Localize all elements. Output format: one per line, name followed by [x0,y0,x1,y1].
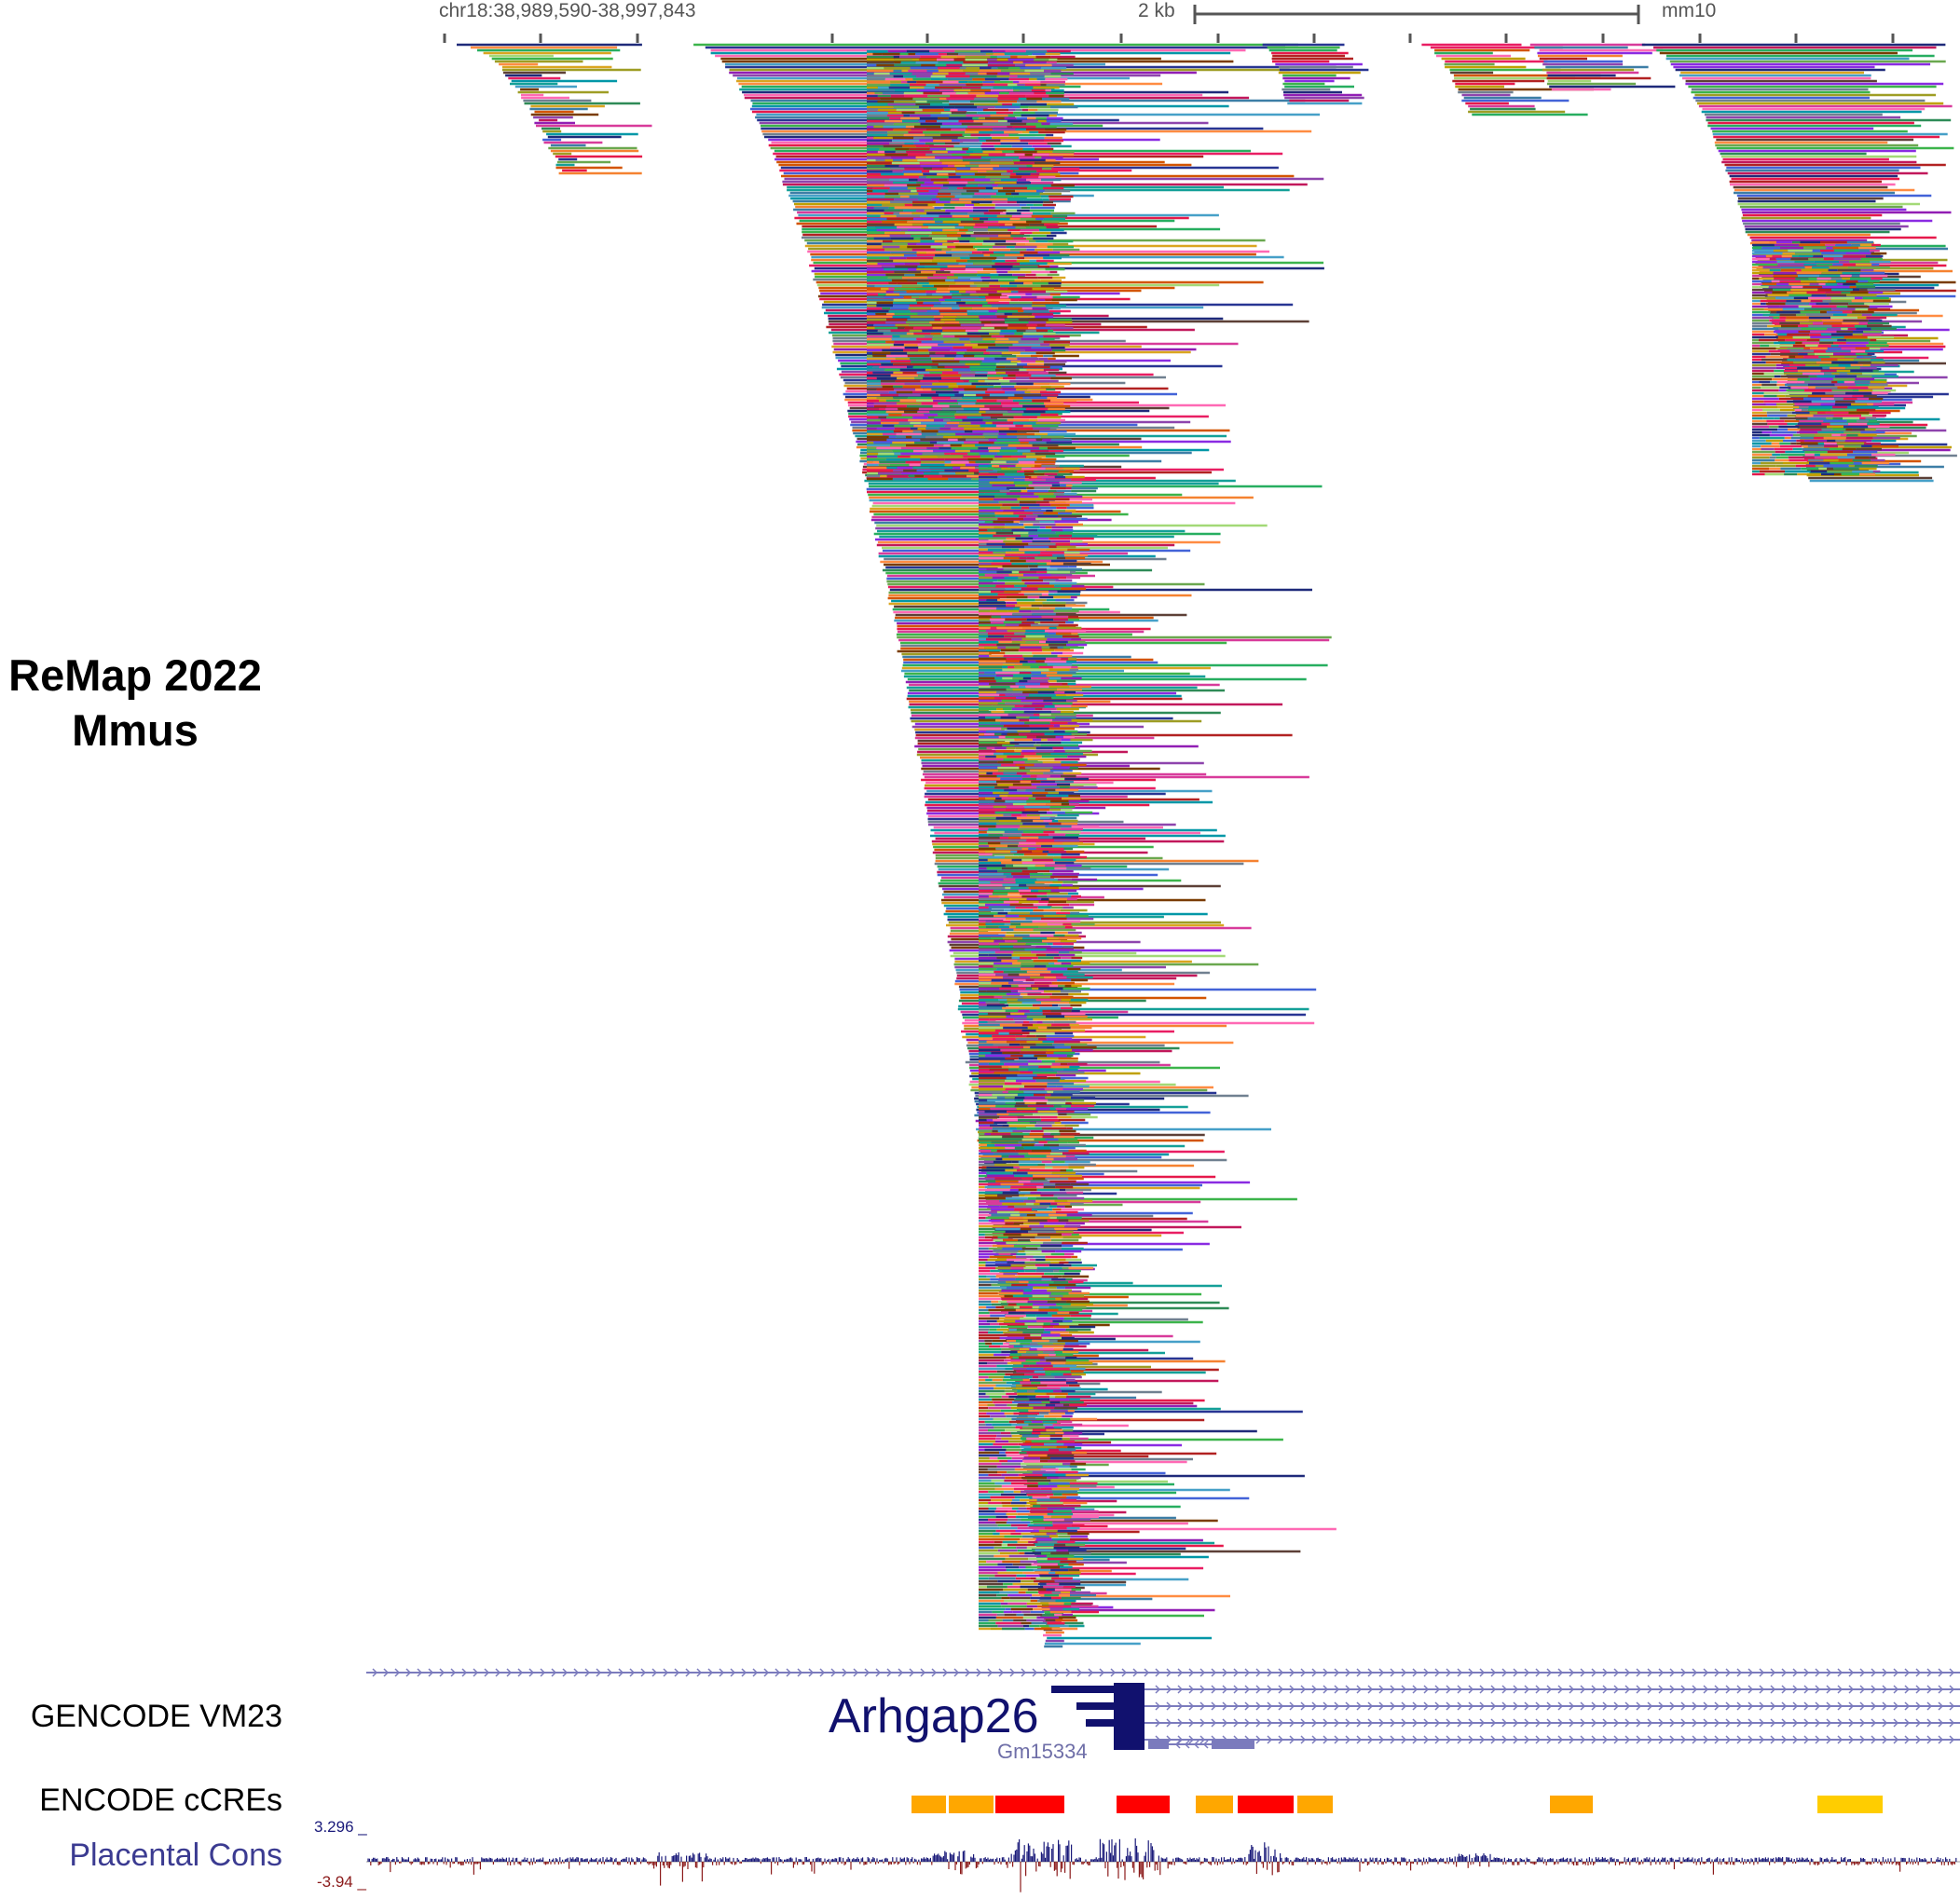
cons-min-text: -3.94 [317,1873,353,1891]
cons-max-value: 3.296 _ [314,1818,367,1836]
remap-track-label[interactable]: ReMap 2022 Mmus [0,648,270,758]
encode-track-label[interactable]: ENCODE cCREs [39,1783,282,1818]
gencode-track-label[interactable]: GENCODE VM23 [30,1699,282,1734]
assembly-label: mm10 [1662,0,1717,21]
ccre-enhancer-proximal[interactable] [1297,1796,1333,1813]
encode-ccre-features [911,1796,1883,1813]
cons-track-label[interactable]: Placental Cons [69,1838,282,1873]
ccre-enhancer-proximal[interactable] [1196,1796,1233,1813]
remap-dense-block [979,464,1100,1631]
remap-cluster [1529,43,1676,91]
ccre-enhancer-proximal[interactable] [1550,1796,1593,1813]
cons-min-value: -3.94 _ [317,1873,366,1891]
ccre-promoter[interactable] [995,1796,1064,1813]
remap-label-line2: Mmus [72,705,199,755]
remap-label-line1: ReMap 2022 [8,650,262,700]
scale-label: 2 kb [1138,0,1175,21]
base-position-ruler[interactable] [0,0,1960,56]
ccre-enhancer-proximal[interactable] [949,1796,994,1813]
ccre-enhancer-distal[interactable] [1817,1796,1883,1813]
gm15334-model [1148,1740,1254,1749]
ccre-promoter[interactable] [1117,1796,1170,1813]
cons-max-text: 3.296 [314,1818,354,1836]
gene-label-arhgap26[interactable]: Arhgap26 [829,1689,1039,1743]
position-label: chr18:38,989,590-38,997,843 [439,0,696,21]
remap-cluster [1262,43,1369,105]
conservation-signal [367,1838,1957,1892]
remap-cluster [457,43,652,175]
remap-dense-block [867,49,1080,481]
ccre-enhancer-proximal[interactable] [911,1796,946,1813]
remap-dense-block [1752,240,1900,476]
gene-label-gm15334[interactable]: Gm15334 [997,1740,1088,1763]
transcript-lines [366,1672,1960,1741]
remap-peaks-pileup[interactable] [0,0,1960,1659]
arhgap26-exons [1051,1683,1144,1750]
ccre-promoter[interactable] [1238,1796,1294,1813]
